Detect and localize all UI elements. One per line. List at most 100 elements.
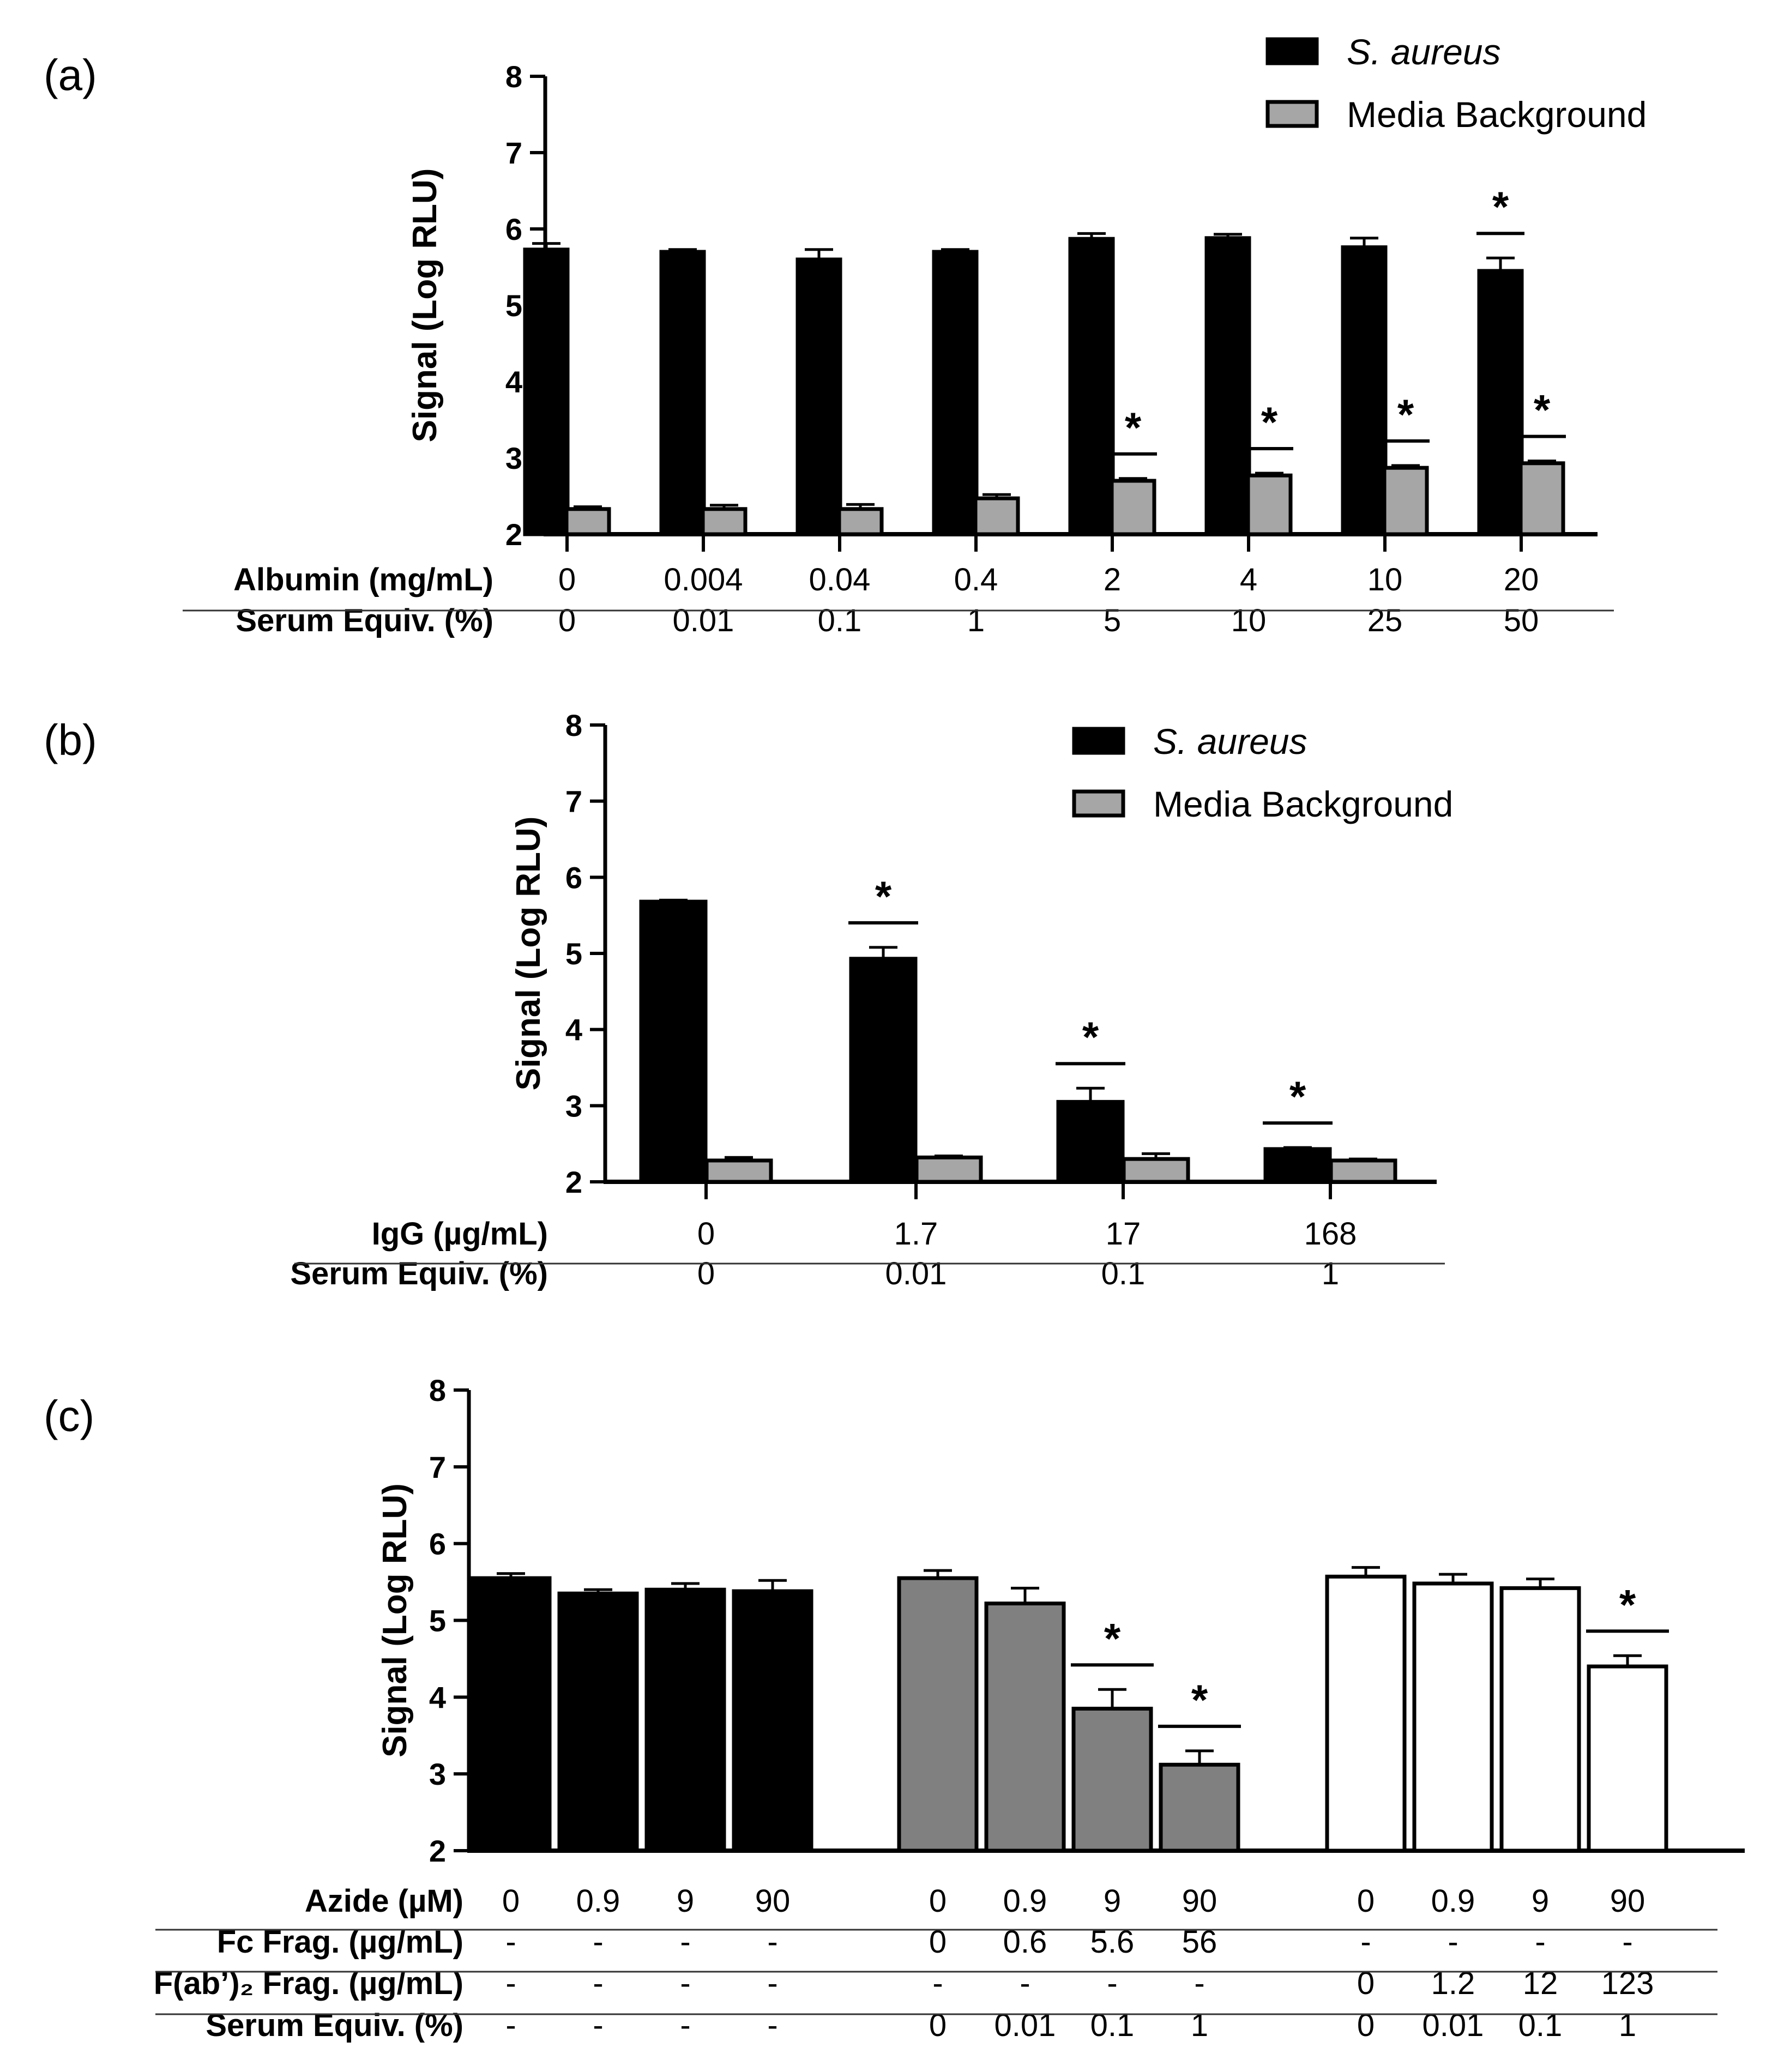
significance-asterisk: * bbox=[1082, 1013, 1099, 1061]
table-cell: 168 bbox=[1304, 1216, 1357, 1252]
y-axis-title: Signal (Log RLU) bbox=[510, 817, 547, 1091]
table-cell: 0.9 bbox=[1431, 1883, 1475, 1919]
table-cell: - bbox=[505, 2008, 516, 2043]
significance-asterisk: * bbox=[1534, 386, 1551, 434]
table-cell: 0.01 bbox=[1423, 2008, 1484, 2043]
panel-label: (a) bbox=[44, 51, 97, 99]
table-cell: - bbox=[593, 1966, 603, 2001]
table-cell: 4 bbox=[1240, 562, 1257, 597]
table-cell: - bbox=[593, 2008, 603, 2043]
bar-media-background bbox=[1382, 466, 1429, 536]
table-cell: 9 bbox=[1104, 1883, 1121, 1919]
bar-s-aureus bbox=[1204, 236, 1251, 536]
table-cell: 1 bbox=[967, 603, 985, 638]
bar-s-aureus bbox=[1341, 245, 1388, 536]
table-cell: 9 bbox=[1532, 1883, 1549, 1919]
table-cell: 0 bbox=[558, 562, 576, 597]
legend-swatch bbox=[1072, 727, 1125, 755]
bar-group-0 bbox=[644, 1587, 726, 1853]
bar-group-0 bbox=[470, 1576, 552, 1853]
significance-asterisk: * bbox=[1492, 183, 1509, 231]
bar-group-1 bbox=[984, 1602, 1066, 1853]
table-cell: 0 bbox=[697, 1216, 715, 1252]
table-row-label: Serum Equiv. (%) bbox=[290, 1256, 548, 1291]
bar-media-background bbox=[973, 496, 1020, 536]
bar-media-background bbox=[701, 507, 748, 536]
table-cell: 0.01 bbox=[673, 603, 734, 638]
bar-s-aureus bbox=[659, 250, 706, 536]
significance-asterisk: * bbox=[1397, 390, 1414, 438]
table-row-label: IgG (µg/mL) bbox=[372, 1216, 548, 1252]
panel-label: (c) bbox=[44, 1392, 94, 1440]
table-cell: 0.9 bbox=[576, 1883, 620, 1919]
bar-media-background bbox=[1246, 473, 1293, 536]
table-cell: 0.1 bbox=[1101, 1256, 1146, 1291]
table-cell: 90 bbox=[1182, 1883, 1217, 1919]
legend-swatch bbox=[1265, 37, 1319, 65]
table-cell: 25 bbox=[1367, 603, 1403, 638]
table-cell: 1 bbox=[1619, 2008, 1636, 2043]
bar-media-background bbox=[837, 507, 884, 536]
significance-asterisk: * bbox=[1289, 1072, 1306, 1120]
bar-media-background bbox=[1110, 479, 1156, 536]
bar-s-aureus bbox=[1068, 237, 1115, 536]
bar-media-background bbox=[914, 1155, 983, 1184]
y-tick-label: 2 bbox=[505, 517, 522, 552]
legend-swatch bbox=[1265, 100, 1319, 128]
table-cell: 0.1 bbox=[818, 603, 862, 638]
table-cell: 1 bbox=[1322, 1256, 1339, 1291]
table-cell: 50 bbox=[1504, 603, 1539, 638]
table-cell: - bbox=[767, 2008, 777, 2043]
bar-s-aureus bbox=[1056, 1100, 1125, 1184]
y-axis-title: Signal (Log RLU) bbox=[406, 168, 444, 443]
bar-s-aureus bbox=[849, 957, 918, 1184]
y-tick-label: 4 bbox=[505, 365, 522, 399]
table-cell: - bbox=[767, 1966, 777, 2001]
bar-group-1 bbox=[1159, 1762, 1240, 1853]
table-cell: 0.01 bbox=[885, 1256, 947, 1291]
significance-asterisk: * bbox=[1125, 403, 1142, 451]
table-cell: 0.004 bbox=[664, 562, 743, 597]
table-cell: 10 bbox=[1231, 603, 1267, 638]
table-cell: 1 bbox=[1191, 2008, 1208, 2043]
y-tick-label: 7 bbox=[505, 136, 522, 170]
table-row-label: Serum Equiv. (%) bbox=[206, 2008, 463, 2043]
table-cell: 0 bbox=[1357, 1883, 1375, 1919]
y-tick-label: 3 bbox=[429, 1757, 446, 1791]
y-tick-label: 5 bbox=[505, 288, 522, 323]
table-cell: 0 bbox=[502, 1883, 520, 1919]
bar-media-background bbox=[704, 1158, 773, 1184]
y-tick-label: 4 bbox=[429, 1680, 446, 1714]
table-cell: 0.1 bbox=[1090, 2008, 1135, 2043]
y-tick-label: 8 bbox=[429, 1373, 446, 1407]
table-cell: - bbox=[593, 1924, 603, 1960]
table-cell: - bbox=[932, 1966, 943, 2001]
bar-s-aureus bbox=[932, 250, 979, 536]
bar-s-aureus bbox=[523, 247, 570, 536]
bar-s-aureus bbox=[1263, 1147, 1332, 1184]
y-tick-label: 6 bbox=[429, 1527, 446, 1561]
legend-swatch bbox=[1072, 789, 1125, 818]
table-cell: - bbox=[1107, 1966, 1117, 2001]
table-cell: - bbox=[680, 1924, 690, 1960]
table-cell: 20 bbox=[1504, 562, 1539, 597]
y-tick-label: 4 bbox=[565, 1013, 582, 1047]
table-cell: - bbox=[505, 1966, 516, 2001]
bar-group-2 bbox=[1325, 1574, 1407, 1853]
table-cell: 0 bbox=[558, 603, 576, 638]
table-cell: 0 bbox=[929, 2008, 947, 2043]
table-cell: - bbox=[505, 1924, 516, 1960]
y-tick-label: 5 bbox=[565, 937, 582, 971]
table-cell: 2 bbox=[1104, 562, 1121, 597]
table-row-label: Azide (µM) bbox=[305, 1883, 463, 1919]
bar-group-1 bbox=[1071, 1706, 1153, 1853]
significance-asterisk: * bbox=[1619, 1580, 1636, 1628]
table-cell: 0.04 bbox=[809, 562, 871, 597]
y-tick-label: 8 bbox=[505, 59, 522, 94]
bar-group-2 bbox=[1587, 1664, 1668, 1853]
bar-group-0 bbox=[557, 1591, 639, 1853]
significance-asterisk: * bbox=[1261, 398, 1278, 446]
table-cell: - bbox=[1535, 1924, 1545, 1960]
significance-asterisk: * bbox=[1191, 1676, 1208, 1724]
